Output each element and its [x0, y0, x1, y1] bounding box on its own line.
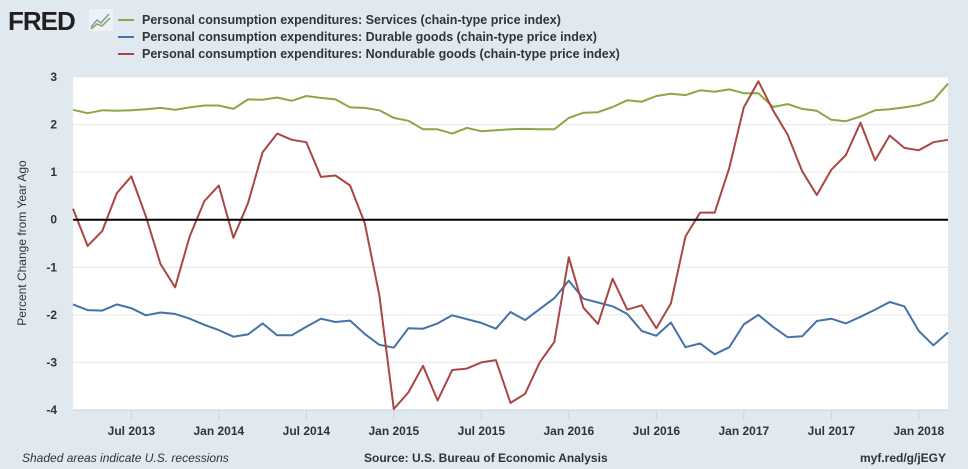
x-tick-label: Jul 2016 [633, 424, 681, 438]
x-tick-label: Jan 2015 [368, 424, 419, 438]
legend-swatch [118, 52, 134, 55]
legend-label: Personal consumption expenditures: Nondu… [142, 46, 620, 61]
y-tick-label: -4 [46, 403, 57, 417]
x-tick-label: Jul 2015 [458, 424, 506, 438]
legend-swatch [118, 35, 134, 38]
y-axis-label: Percent Change from Year Ago [15, 160, 29, 326]
series-line-durable-goods [72, 279, 949, 356]
fred-logo[interactable]: FRED [8, 6, 76, 37]
x-tick-label: Jul 2017 [808, 424, 856, 438]
fred-chart-icon [89, 9, 113, 31]
legend-item-services: Personal consumption expenditures: Servi… [118, 11, 620, 28]
legend: Personal consumption expenditures: Servi… [118, 11, 620, 62]
source-note: Source: U.S. Bureau of Economic Analysis [364, 451, 608, 465]
y-tick-label: 3 [50, 70, 57, 84]
x-tick-label: Jan 2014 [193, 424, 244, 438]
x-tick-label: Jan 2018 [893, 424, 944, 438]
legend-item-durable: Personal consumption expenditures: Durab… [118, 28, 620, 45]
legend-swatch [118, 18, 134, 21]
x-tick-label: Jan 2016 [543, 424, 594, 438]
y-tick-label: -1 [46, 260, 57, 274]
series-line-services [72, 83, 949, 135]
y-tick-label: -2 [46, 308, 57, 322]
y-tick-label: 2 [50, 118, 57, 132]
y-tick-label: -3 [46, 355, 57, 369]
recession-note: Shaded areas indicate U.S. recessions [22, 451, 229, 465]
legend-label: Personal consumption expenditures: Servi… [142, 12, 561, 27]
x-tick-label: Jan 2017 [718, 424, 769, 438]
fred-logo-text: FRED [8, 6, 76, 36]
legend-label: Personal consumption expenditures: Durab… [142, 29, 597, 44]
legend-item-nondurable: Personal consumption expenditures: Nondu… [118, 45, 620, 62]
plot-area [73, 77, 948, 410]
short-url-link[interactable]: myf.red/g/jEGY [859, 451, 946, 465]
x-tick-label: Jul 2014 [283, 424, 331, 438]
y-tick-label: 1 [50, 165, 57, 179]
x-tick-label: Jul 2013 [108, 424, 156, 438]
series-line-nondurable-goods [72, 80, 949, 410]
y-tick-label: 0 [50, 213, 57, 227]
